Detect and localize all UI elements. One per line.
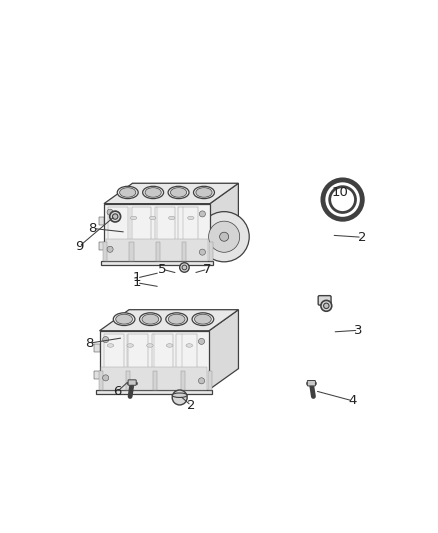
Text: 5: 5 (158, 263, 166, 276)
Ellipse shape (168, 187, 189, 199)
Circle shape (219, 232, 229, 241)
Circle shape (198, 378, 205, 384)
Ellipse shape (192, 313, 214, 326)
Polygon shape (103, 243, 107, 261)
Text: 8: 8 (85, 337, 94, 350)
Circle shape (113, 214, 118, 219)
Polygon shape (182, 243, 187, 261)
Polygon shape (101, 367, 207, 390)
Polygon shape (126, 370, 130, 390)
Text: 8: 8 (88, 222, 97, 235)
Circle shape (180, 263, 189, 272)
Text: 1: 1 (133, 276, 141, 289)
Ellipse shape (166, 344, 173, 347)
Polygon shape (95, 371, 99, 379)
FancyBboxPatch shape (307, 381, 315, 386)
Polygon shape (106, 239, 208, 261)
Text: 7: 7 (203, 263, 212, 276)
Ellipse shape (145, 188, 161, 197)
Polygon shape (180, 370, 185, 390)
Circle shape (321, 301, 332, 311)
Polygon shape (209, 243, 213, 261)
Circle shape (102, 375, 109, 381)
Polygon shape (153, 370, 157, 390)
FancyBboxPatch shape (318, 296, 331, 305)
Polygon shape (95, 344, 99, 352)
Circle shape (172, 390, 187, 405)
Circle shape (198, 338, 205, 344)
Ellipse shape (116, 314, 132, 324)
Text: 2: 2 (358, 231, 366, 244)
Ellipse shape (147, 344, 153, 347)
Polygon shape (99, 370, 102, 390)
Ellipse shape (127, 344, 134, 347)
Polygon shape (208, 370, 212, 390)
Ellipse shape (149, 216, 156, 220)
Text: 1: 1 (133, 271, 141, 285)
Ellipse shape (131, 216, 137, 220)
Circle shape (199, 249, 205, 255)
Polygon shape (99, 331, 209, 390)
Ellipse shape (172, 393, 187, 398)
Polygon shape (96, 390, 212, 394)
Circle shape (102, 336, 109, 343)
Text: 3: 3 (354, 324, 363, 337)
Polygon shape (99, 217, 104, 225)
Ellipse shape (113, 313, 135, 326)
Ellipse shape (143, 187, 164, 199)
FancyBboxPatch shape (128, 380, 136, 385)
Ellipse shape (111, 216, 118, 220)
Ellipse shape (169, 216, 175, 220)
Text: 2: 2 (187, 399, 195, 412)
Polygon shape (99, 310, 238, 331)
Circle shape (107, 246, 113, 252)
Ellipse shape (186, 344, 193, 347)
Circle shape (182, 265, 187, 270)
Circle shape (199, 212, 249, 262)
Polygon shape (104, 204, 210, 261)
Circle shape (208, 221, 240, 252)
Ellipse shape (142, 314, 159, 324)
Ellipse shape (140, 313, 161, 326)
Ellipse shape (170, 188, 187, 197)
Text: 6: 6 (113, 385, 122, 398)
Polygon shape (104, 183, 238, 204)
Text: 10: 10 (332, 185, 348, 199)
Text: 9: 9 (75, 240, 83, 253)
Ellipse shape (117, 187, 138, 199)
Ellipse shape (166, 313, 187, 326)
Polygon shape (101, 261, 213, 265)
Polygon shape (210, 183, 238, 261)
Polygon shape (99, 243, 104, 251)
Ellipse shape (168, 314, 185, 324)
Text: 4: 4 (349, 394, 357, 407)
Circle shape (110, 211, 120, 222)
Circle shape (323, 180, 362, 219)
Polygon shape (129, 243, 134, 261)
Circle shape (107, 209, 113, 215)
Ellipse shape (120, 188, 136, 197)
Circle shape (199, 211, 205, 217)
Circle shape (330, 187, 356, 213)
Circle shape (324, 303, 329, 309)
Polygon shape (156, 243, 160, 261)
Ellipse shape (196, 188, 212, 197)
Ellipse shape (107, 344, 114, 347)
Ellipse shape (187, 216, 194, 220)
Ellipse shape (194, 314, 211, 324)
Ellipse shape (194, 187, 215, 199)
Polygon shape (209, 310, 238, 390)
